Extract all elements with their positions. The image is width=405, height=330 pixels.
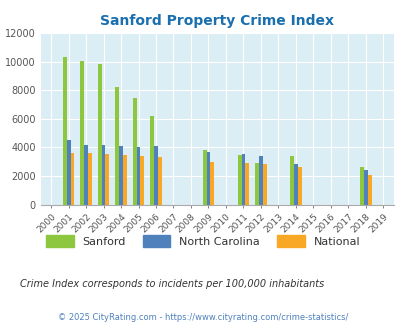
Bar [88,153,92,205]
Bar [98,64,101,205]
Bar [158,157,161,205]
Bar [290,156,293,205]
Bar [154,146,158,205]
Bar [206,152,210,205]
Bar [132,98,136,205]
Bar [262,164,266,205]
Bar [140,156,144,205]
Bar [297,167,301,205]
Bar [245,163,249,205]
Bar [123,154,126,205]
Bar [136,147,140,205]
Bar [254,163,258,205]
Bar [70,153,74,205]
Bar [359,167,363,205]
Bar [119,146,123,205]
Bar [63,57,66,205]
Bar [237,155,241,205]
Bar [84,145,88,205]
Title: Sanford Property Crime Index: Sanford Property Crime Index [100,14,333,28]
Bar [367,175,371,205]
Legend: Sanford, North Carolina, National: Sanford, North Carolina, National [46,235,359,247]
Text: Crime Index corresponds to incidents per 100,000 inhabitants: Crime Index corresponds to incidents per… [20,279,324,289]
Bar [258,156,262,205]
Bar [363,170,367,205]
Bar [293,164,297,205]
Bar [101,145,105,205]
Bar [241,154,245,205]
Bar [105,154,109,205]
Bar [115,87,119,205]
Text: © 2025 CityRating.com - https://www.cityrating.com/crime-statistics/: © 2025 CityRating.com - https://www.city… [58,313,347,322]
Bar [202,150,206,205]
Bar [210,162,214,205]
Bar [66,140,70,205]
Bar [80,61,84,205]
Bar [150,116,154,205]
